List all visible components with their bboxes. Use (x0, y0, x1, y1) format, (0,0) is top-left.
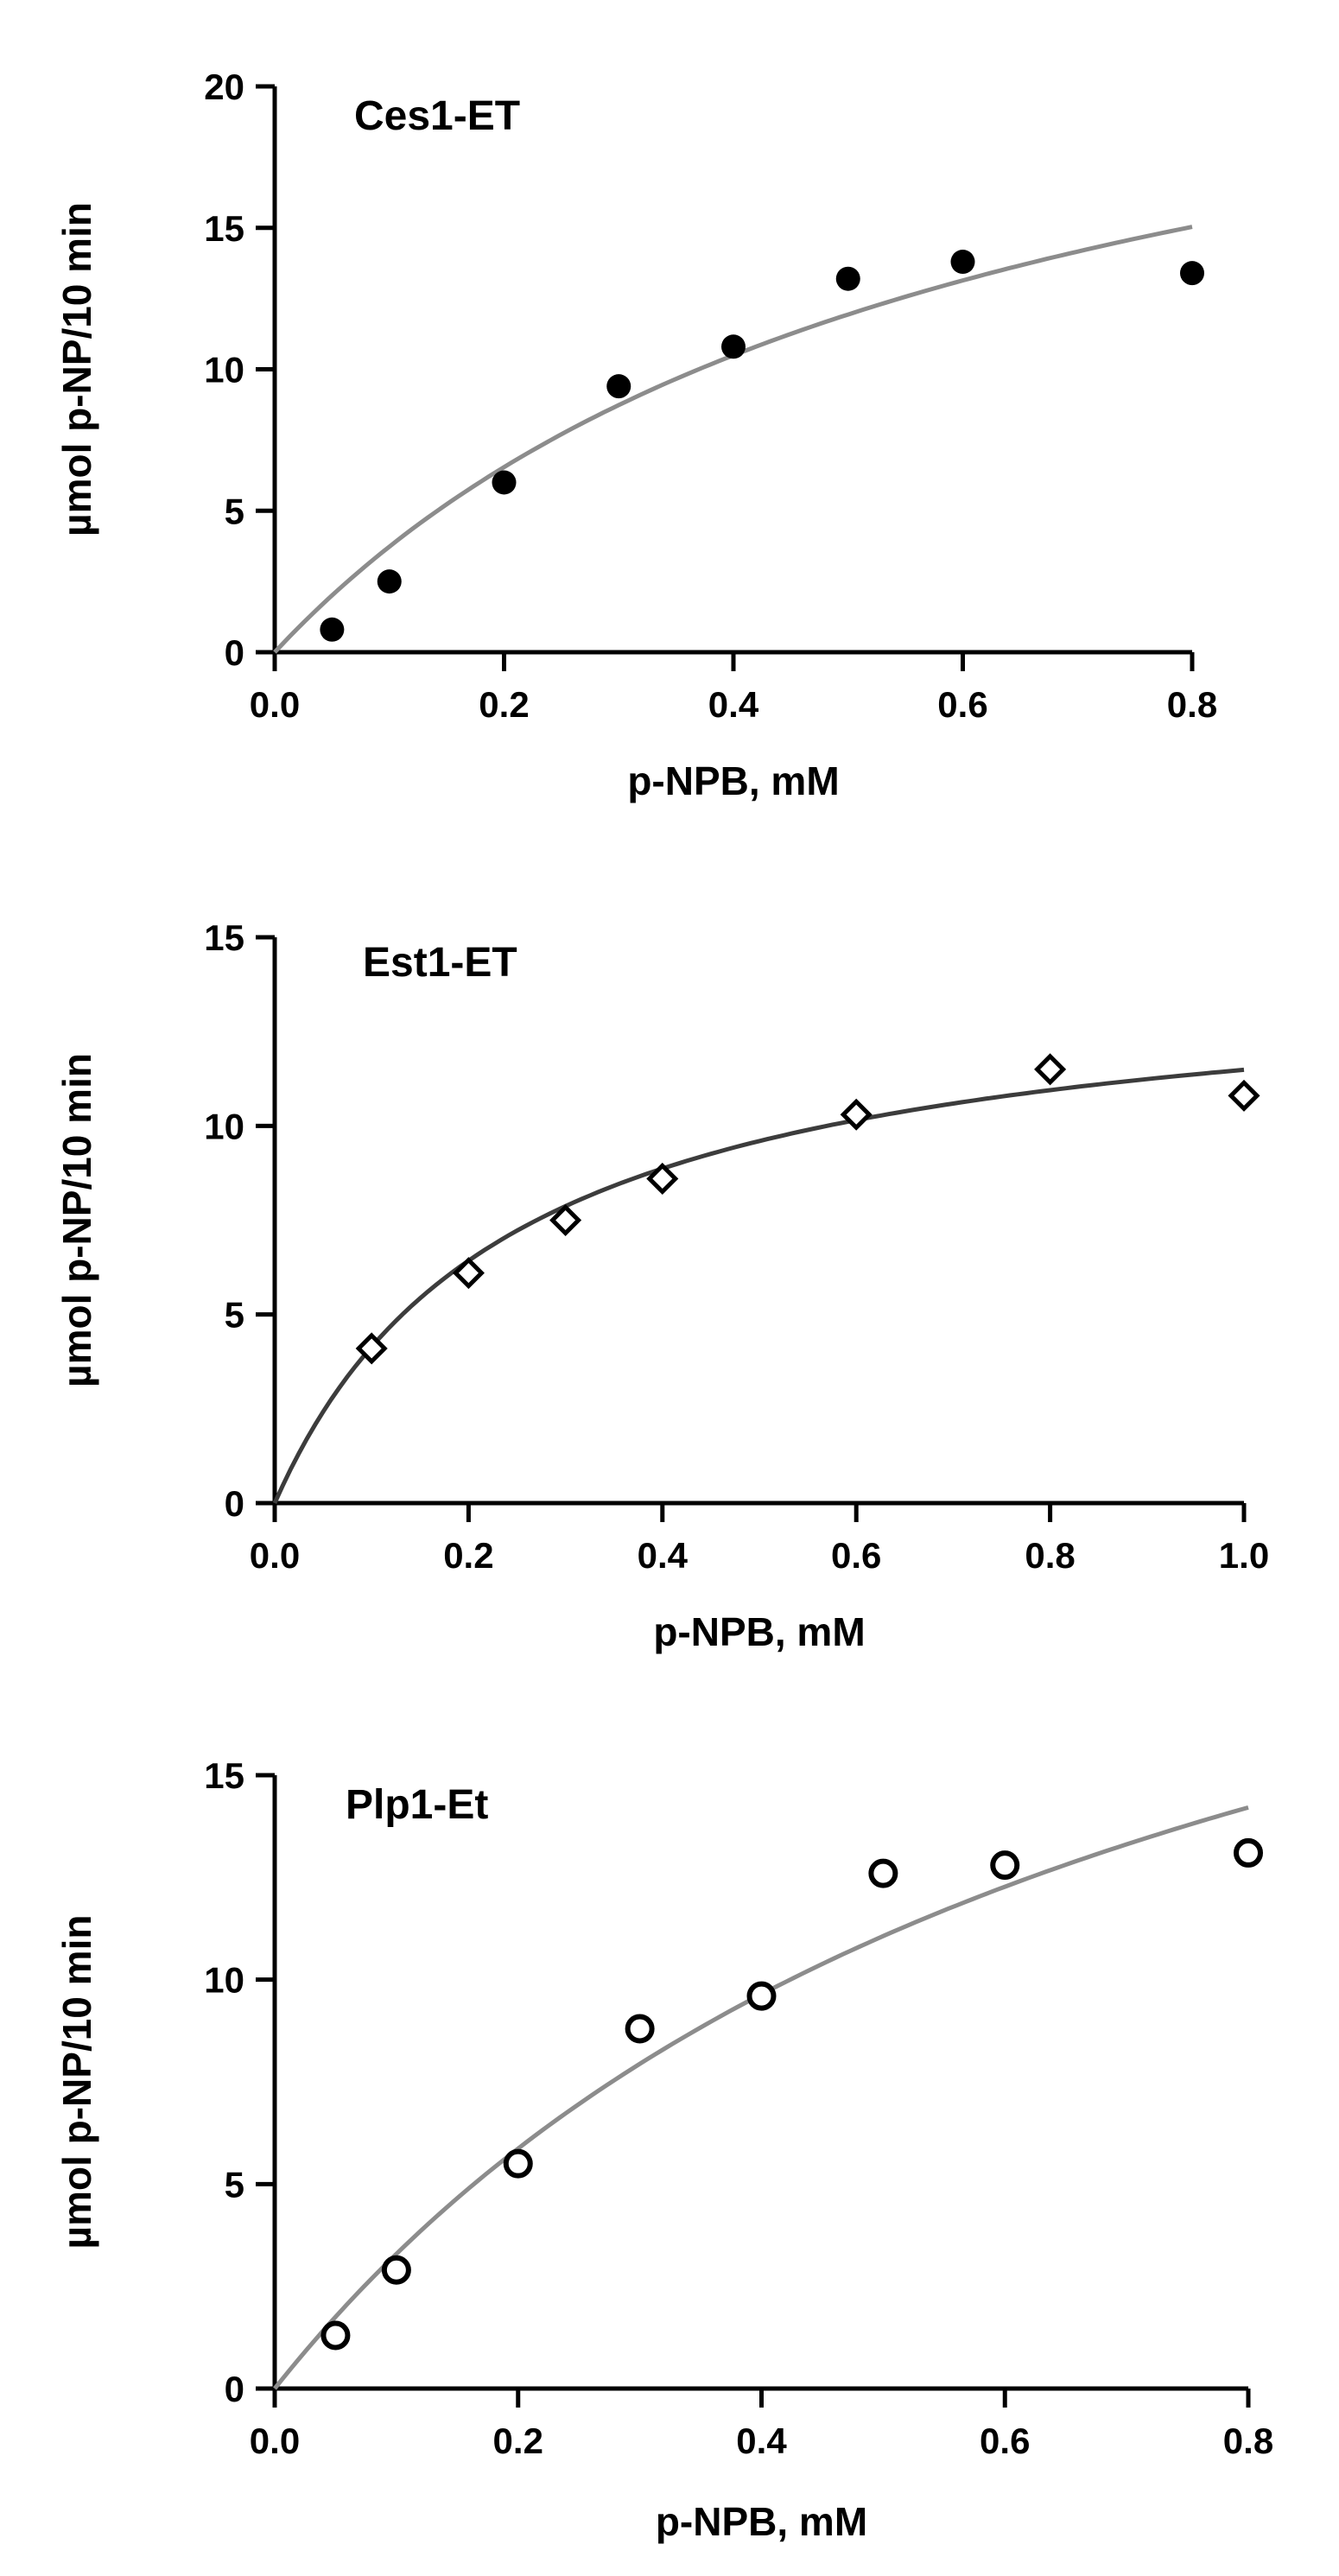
chart-panel-ces1: 0 5 10 15 20 0.0 0.2 0.4 0.6 0.8 p-NPB, mM µmol p-N… (54, 67, 1217, 803)
x-tick-label: 0.6 (980, 2421, 1030, 2461)
x-axis-title: p-NPB, mM (627, 758, 839, 803)
y-tick-label: 10 (204, 1960, 244, 2001)
x-axis-title: p-NPB, mM (656, 2499, 867, 2544)
data-point (381, 2255, 411, 2285)
y-tick-label: 0 (225, 1483, 244, 1524)
data-point (1034, 1053, 1067, 1086)
x-tick-label: 0.6 (831, 1535, 881, 1576)
data-point (320, 2320, 351, 2351)
x-tick-label: 0.8 (1025, 1535, 1075, 1576)
data-point (492, 470, 517, 495)
data-point (721, 334, 746, 359)
chart-title: Ces1-ET (354, 93, 520, 139)
x-axis-title: p-NPB, mM (653, 1609, 865, 1654)
data-point (355, 1332, 388, 1365)
data-point (950, 250, 975, 275)
chart-panel-plp1: 0 5 10 15 0.0 0.2 0.4 0.6 0.8 p-NPB, mM µmol p-NP/… (54, 1755, 1273, 2544)
x-tick-label: 0.2 (479, 684, 529, 725)
y-axis-title: µmol p-NP/10 min (54, 202, 99, 536)
y-tick-label: 10 (204, 1106, 244, 1146)
y-tick-label: 15 (204, 208, 244, 249)
data-point (1234, 1837, 1263, 1868)
y-axis-title: µmol p-NP/10 min (54, 1053, 99, 1387)
data-point (990, 1850, 1020, 1881)
y-tick-label: 0 (225, 632, 244, 673)
data-point (835, 266, 860, 291)
chart-title: Plp1-Et (346, 1782, 488, 1828)
x-tick-label: 1.0 (1219, 1535, 1269, 1576)
x-tick-label: 0.8 (1167, 684, 1217, 725)
data-point (452, 1257, 485, 1290)
y-tick-label: 20 (204, 67, 244, 107)
chart-panel-est1: 0 5 10 15 0.0 0.2 0.4 0.6 0.8 1.0 p-NPB, mM µmol p-… (54, 917, 1269, 1654)
data-point (646, 1162, 679, 1196)
x-tick-label: 0.2 (493, 2421, 543, 2461)
data-point (625, 2014, 655, 2044)
data-point (606, 374, 631, 399)
fit-curve (273, 225, 1193, 654)
x-tick-label: 0.8 (1223, 2421, 1273, 2461)
y-tick-label: 0 (225, 2369, 244, 2409)
y-tick-label: 15 (204, 917, 244, 958)
chart-title: Est1-ET (363, 940, 517, 986)
data-point (840, 1098, 873, 1131)
x-tick-label: 0.0 (250, 1535, 300, 1576)
data-point (549, 1203, 582, 1237)
y-tick-label: 5 (225, 491, 244, 531)
y-tick-label: 15 (204, 1755, 244, 1796)
x-tick-label: 0.6 (937, 684, 987, 725)
y-tick-label: 10 (204, 350, 244, 390)
y-tick-label: 5 (225, 2164, 244, 2205)
fit-curve (273, 1805, 1249, 2390)
x-tick-label: 0.4 (708, 684, 759, 725)
data-point (377, 569, 402, 594)
x-tick-label: 0.2 (443, 1535, 493, 1576)
data-point (868, 1858, 898, 1888)
data-point (746, 1981, 777, 2011)
x-tick-label: 0.0 (250, 2421, 300, 2461)
data-point (503, 2148, 533, 2179)
data-point (1180, 261, 1204, 286)
data-point (1228, 1079, 1260, 1112)
fit-curve (272, 1067, 1245, 1505)
x-tick-label: 0.4 (638, 1535, 689, 1576)
data-point (320, 617, 345, 642)
x-tick-label: 0.0 (250, 684, 300, 725)
y-tick-label: 5 (225, 1295, 244, 1336)
y-axis-title: µmol p-NP/10 min (54, 1915, 99, 2249)
x-tick-label: 0.4 (736, 2421, 787, 2461)
